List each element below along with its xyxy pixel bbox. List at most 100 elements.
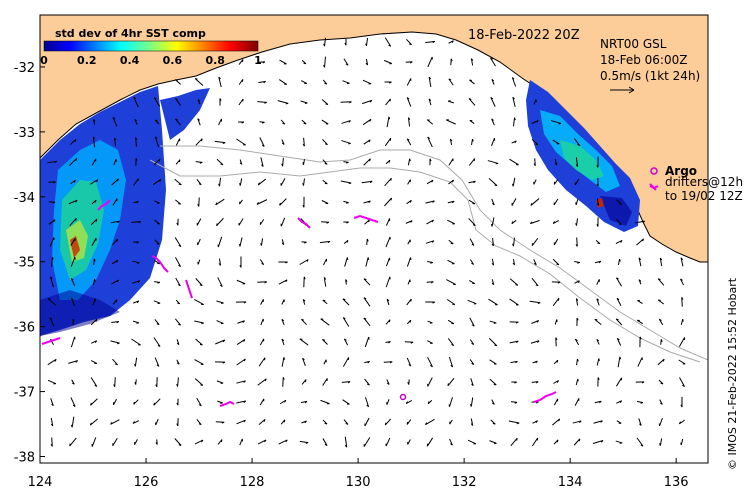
current-vector-head [365,62,368,66]
current-vector-head [494,344,497,347]
x-axis: 124 126 128 130 132 134 136 [28,458,689,490]
current-vector [491,118,495,126]
current-vector-head [239,162,243,165]
current-vector-head [490,96,494,100]
current-vector [196,397,202,407]
current-vector [449,397,453,407]
current-vector [69,217,77,227]
current-vector-head [596,339,600,342]
current-vector-head [430,364,433,368]
colorbar-tick-label: 0.2 [77,54,97,67]
current-vector [282,157,284,167]
current-vector [470,397,474,407]
current-vector [530,219,540,225]
current-vector [363,158,371,166]
current-vector [468,218,476,226]
current-vector [50,276,54,288]
current-vector-head [427,401,430,404]
current-vector-head [198,404,202,407]
current-vector [236,400,246,404]
current-vector-head [409,200,412,203]
current-vector [259,137,265,147]
current-vector [616,218,622,226]
current-vector-head [536,340,540,343]
current-vector-head [596,164,599,168]
current-vector-head [134,118,137,122]
current-vector [636,238,644,246]
current-vector [90,318,98,326]
current-vector [594,400,602,404]
current-vector [467,439,477,445]
current-vector-head [75,199,78,203]
current-vector-head [197,99,201,102]
current-vector-head [94,278,96,282]
current-vector-head [175,118,178,121]
current-vector-head [153,97,157,100]
current-vector [553,198,559,206]
current-vector [406,257,412,267]
current-vector-head [178,444,182,446]
current-vector [594,319,602,325]
current-vector-head [492,422,496,425]
current-vector-head [535,401,539,404]
current-vector [573,438,581,446]
current-vector [321,221,329,223]
current-vector [259,398,265,406]
current-vector [177,377,179,387]
current-vector-head [154,136,158,139]
current-vector-head [222,361,226,364]
land-coastline [40,15,708,263]
current-vector [68,157,78,167]
current-vector-head [599,400,602,404]
current-vector [132,260,140,264]
current-vector-head [450,443,453,446]
current-vector [238,218,244,226]
current-vector [259,338,265,346]
current-vector [468,180,476,184]
current-vector-head [243,400,247,403]
current-vector [47,298,57,306]
current-vector [321,119,329,125]
colorbar: std dev of 4hr SST comp 0 0.2 0.4 0.6 0.8 1 [40,27,262,67]
current-vector-head [596,183,599,187]
current-vector-head [451,344,454,347]
current-vector [154,136,160,148]
current-vector [512,97,516,107]
current-vector [112,437,118,447]
current-vector [344,257,348,267]
current-vector [279,59,287,65]
current-vector-head [327,240,331,244]
current-vector [215,339,225,345]
current-vector [406,357,412,367]
current-vector-head [71,297,74,301]
current-vector [110,220,120,224]
current-vector [260,157,264,167]
current-vector [279,198,287,206]
current-vector-head [284,399,287,403]
current-vector [490,57,496,67]
current-vector-head [92,136,96,140]
current-vector-head [367,257,370,260]
current-vector-head [557,281,561,284]
current-vector [90,398,98,406]
current-vector-head [153,402,155,406]
current-vector [194,359,204,365]
current-vector-head [177,284,181,287]
current-vector-head [575,338,578,341]
current-vector [615,239,623,245]
current-vector-head [51,403,54,407]
current-vector-head [680,278,683,281]
current-vector [385,276,391,288]
current-vector [386,257,390,267]
current-vector [257,439,267,445]
current-vector [386,218,390,226]
current-vector [70,336,76,348]
current-vector [71,416,75,428]
current-vector-head [302,357,305,361]
current-vector-head [598,358,600,362]
current-vector-head [596,224,599,227]
current-vector [468,98,476,106]
current-vector-head [369,158,371,162]
current-vector [175,318,181,326]
